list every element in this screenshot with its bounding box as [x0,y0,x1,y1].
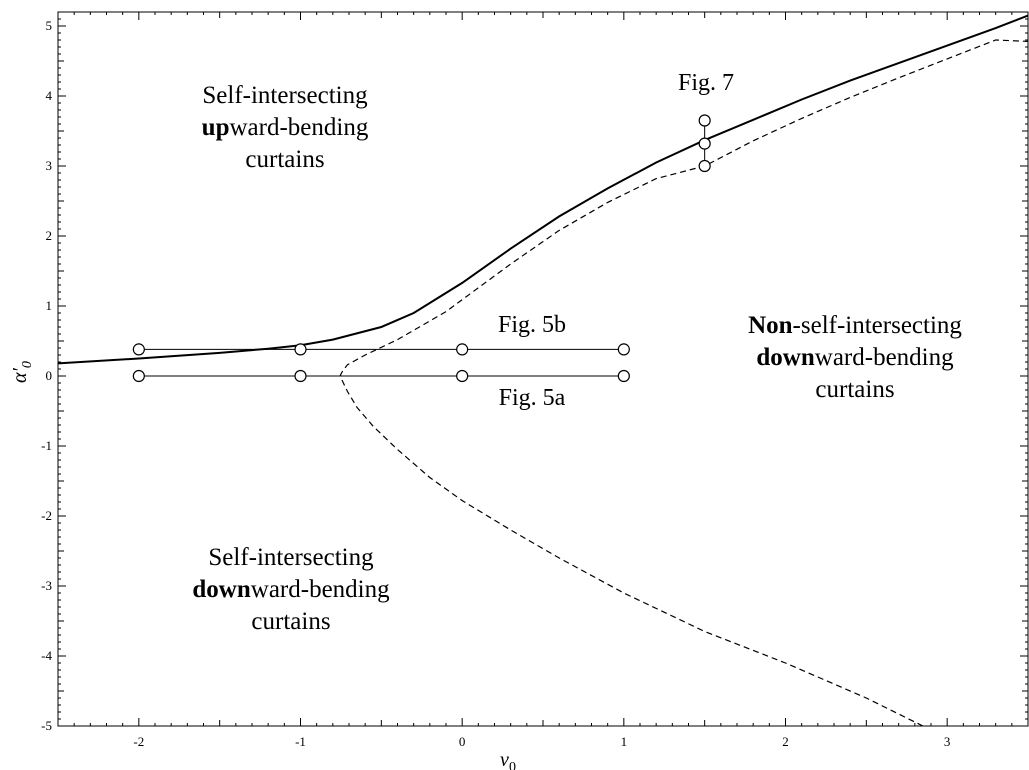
y-tick-label: 4 [46,88,53,103]
marker-point [132,343,145,356]
region-label-line: Self-intersecting [202,82,368,109]
y-axis-title: α′0 [9,361,35,383]
region-label: Self-intersecting upward-bending curtains [202,82,369,173]
x-axis-subscript: 0 [509,760,516,770]
region-label-text: curtains [245,146,324,173]
region-label-line: curtains [245,146,324,173]
y-axis-subscript: 0 [20,361,35,368]
y-tick-label: -4 [41,648,52,663]
region-label-line: upward-bending [202,114,369,141]
tick-labels: -2 -1 0 1 2 3 -5 -4 -3 -2 -1 0 1 2 3 4 5 [41,18,950,749]
region-label-line: Non-self-intersecting [748,312,962,339]
region-label-line: curtains [815,376,894,403]
y-tick-label: 2 [46,228,53,243]
x-tick-label: 2 [782,734,789,749]
marker-lines [132,114,711,383]
marker-label: Fig. 5a [499,385,566,411]
region-label-bold: Non [748,312,793,339]
marker-point [698,114,711,127]
y-tick-label: 0 [46,368,53,383]
x-tick-label: 1 [621,734,628,749]
region-label-text: Self-intersecting [202,82,368,109]
region-labels: Self-intersecting upward-bending curtainsN… [192,82,962,635]
region-label-text: -self-intersecting [793,312,963,339]
region-label: Non-self-intersecting downward-bending cur… [748,312,962,403]
region-label-line: downward-bending [756,344,954,371]
y-tick-label: -1 [41,438,52,453]
region-label: Self-intersecting downward-bending curtain… [192,544,390,635]
y-tick-label: 5 [46,18,53,33]
marker-labels: Fig. 5b Fig. 5a Fig. 7 [498,70,734,411]
marker-point [132,369,145,383]
marker-point [294,343,307,356]
y-tick-label: -3 [41,578,52,593]
marker-point [698,159,711,173]
region-label-text: ward-bending [815,344,954,371]
marker-point [617,343,630,356]
y-tick-label: 3 [46,158,53,173]
region-label-text: ward-bending [251,576,390,603]
region-label-text: Self-intersecting [208,544,374,571]
x-tick-label: -1 [295,734,306,749]
region-label-text: curtains [815,376,894,403]
marker-point [294,369,307,383]
x-tick-label: -2 [133,734,144,749]
region-label-bold: down [756,344,814,371]
y-tick-label: -2 [41,508,52,523]
dashed-boundary-curve [339,39,1028,726]
solid-boundary-curve [58,14,1028,365]
x-axis-title: v0 [500,749,516,770]
region-label-line: curtains [251,608,330,635]
marker-point [456,343,469,356]
region-label-text: ward-bending [229,114,368,141]
marker-label: Fig. 5b [498,312,566,338]
y-tick-label: 1 [46,298,53,313]
region-label-text: curtains [251,608,330,635]
marker-label: Fig. 7 [678,70,734,96]
marker-point [456,369,469,383]
plot-frame [57,11,1029,727]
region-label-line: Self-intersecting [208,544,374,571]
x-tick-label: 0 [459,734,466,749]
region-label-bold: up [202,114,230,141]
marker-point [698,137,711,150]
region-label-line: downward-bending [192,576,390,603]
marker-point [617,369,630,383]
y-tick-label: -5 [41,718,52,733]
x-tick-label: 3 [944,734,951,749]
region-label-bold: down [192,576,250,603]
curves [58,14,1028,726]
